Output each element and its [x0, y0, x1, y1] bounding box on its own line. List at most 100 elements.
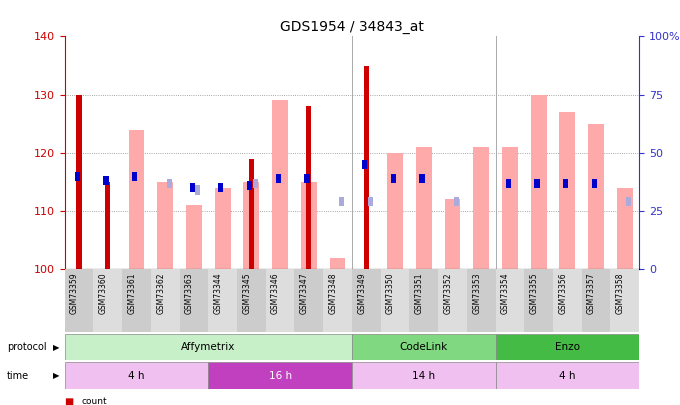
Bar	[208, 362, 352, 389]
Bar	[496, 334, 639, 360]
Text: GSM73362: GSM73362	[156, 273, 165, 314]
Bar	[186, 205, 202, 269]
Text: protocol: protocol	[7, 342, 46, 352]
Bar	[105, 182, 110, 269]
Text: GSM73361: GSM73361	[127, 273, 137, 314]
Bar	[294, 269, 323, 332]
Bar	[626, 197, 632, 207]
Text: GSM73344: GSM73344	[214, 273, 222, 314]
Bar	[524, 269, 553, 332]
Text: GSM73363: GSM73363	[185, 273, 194, 314]
Text: ▶: ▶	[53, 343, 60, 352]
Text: time: time	[7, 371, 29, 381]
Text: GSM73356: GSM73356	[558, 273, 567, 314]
Text: GSM73351: GSM73351	[415, 273, 424, 314]
Bar	[496, 362, 639, 389]
Text: GSM73355: GSM73355	[530, 273, 539, 314]
Text: GSM73345: GSM73345	[242, 273, 252, 314]
Bar	[237, 269, 266, 332]
Text: GSM73347: GSM73347	[300, 273, 309, 314]
Text: GSM73346: GSM73346	[271, 273, 280, 314]
Bar	[103, 176, 109, 185]
Bar	[352, 362, 496, 389]
Text: GSM73349: GSM73349	[357, 273, 367, 314]
Bar	[531, 95, 547, 269]
Text: 16 h: 16 h	[269, 371, 292, 381]
Text: ▶: ▶	[53, 371, 60, 380]
Bar	[129, 130, 144, 269]
Bar	[563, 179, 568, 188]
Bar	[560, 112, 575, 269]
Bar	[352, 269, 381, 332]
Bar	[218, 183, 224, 192]
Bar	[151, 269, 180, 332]
Bar	[65, 269, 93, 332]
Bar	[180, 269, 208, 332]
Bar	[496, 269, 524, 332]
Bar	[75, 172, 80, 181]
Bar	[581, 269, 611, 332]
Bar	[454, 197, 459, 207]
Bar	[588, 124, 604, 269]
Text: Enzo: Enzo	[555, 342, 580, 352]
Bar	[190, 183, 194, 192]
Text: GSM73357: GSM73357	[587, 273, 596, 314]
Bar	[195, 185, 201, 195]
Bar	[534, 179, 539, 188]
Bar	[391, 174, 396, 183]
Bar	[249, 159, 254, 269]
Bar	[473, 147, 489, 269]
Bar	[301, 182, 317, 269]
Bar	[215, 188, 231, 269]
Bar	[445, 200, 460, 269]
Bar	[132, 172, 137, 181]
Text: count: count	[82, 397, 107, 405]
Text: Affymetrix: Affymetrix	[181, 342, 235, 352]
Text: GSM73360: GSM73360	[99, 273, 107, 314]
Text: GSM73359: GSM73359	[70, 273, 79, 314]
Title: GDS1954 / 34843_at: GDS1954 / 34843_at	[280, 20, 424, 34]
Text: GSM73352: GSM73352	[443, 273, 452, 314]
Text: GSM73350: GSM73350	[386, 273, 395, 314]
Bar	[339, 197, 344, 207]
Bar	[272, 100, 288, 269]
Bar	[167, 179, 172, 188]
Bar	[553, 269, 582, 332]
Text: CodeLink: CodeLink	[400, 342, 448, 352]
Bar	[253, 179, 258, 188]
Bar	[305, 174, 309, 183]
Text: GSM73353: GSM73353	[472, 273, 481, 314]
Bar	[381, 269, 409, 332]
Bar	[368, 197, 373, 207]
Bar	[502, 147, 517, 269]
Bar	[362, 160, 367, 169]
Bar	[266, 269, 294, 332]
Bar	[330, 258, 345, 269]
Text: GSM73348: GSM73348	[328, 273, 337, 314]
Bar	[276, 174, 281, 183]
Bar	[247, 181, 252, 190]
Bar	[387, 153, 403, 269]
Bar	[611, 269, 639, 332]
Bar	[438, 269, 466, 332]
Bar	[306, 107, 311, 269]
Bar	[65, 334, 352, 360]
Bar	[364, 66, 369, 269]
Bar	[157, 182, 173, 269]
Bar	[93, 269, 122, 332]
Bar	[466, 269, 496, 332]
Bar	[243, 182, 259, 269]
Text: 4 h: 4 h	[559, 371, 576, 381]
Bar	[592, 179, 597, 188]
Bar	[76, 95, 82, 269]
Bar	[352, 334, 496, 360]
Text: GSM73354: GSM73354	[501, 273, 510, 314]
Text: 4 h: 4 h	[128, 371, 145, 381]
Text: GSM73358: GSM73358	[616, 273, 625, 314]
Bar	[323, 269, 352, 332]
Bar	[122, 269, 151, 332]
Bar	[617, 188, 632, 269]
Bar	[65, 362, 208, 389]
Text: ■: ■	[65, 397, 74, 405]
Bar	[208, 269, 237, 332]
